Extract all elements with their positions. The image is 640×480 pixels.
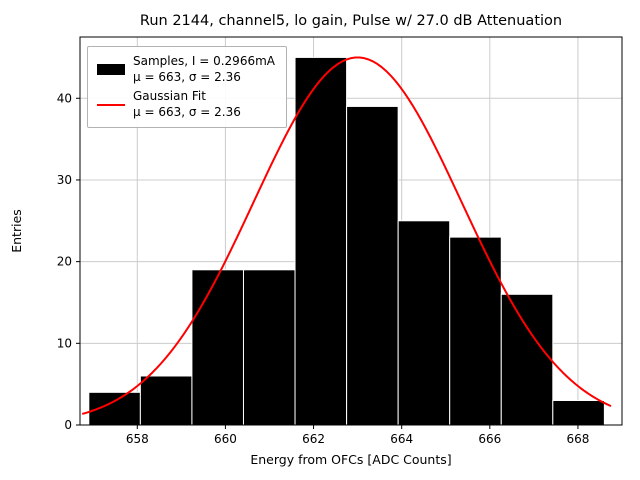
chart-title: Run 2144, channel5, lo gain, Pulse w/ 27… xyxy=(140,13,562,29)
x-tick-label: 662 xyxy=(302,432,325,446)
y-tick-label: 20 xyxy=(57,255,72,269)
samples-swatch-icon xyxy=(97,64,125,75)
histogram-bars xyxy=(88,56,605,426)
tick-marks-and-labels: 658 660 662 664 666 668 0 10 20 30 40 xyxy=(57,91,590,446)
legend-entry-gaussian: Gaussian Fit μ = 663, σ = 2.36 xyxy=(97,89,275,120)
y-tick-label: 30 xyxy=(57,173,72,187)
y-tick-label: 0 xyxy=(64,418,72,432)
legend-gaussian-label: Gaussian Fit xyxy=(133,89,206,103)
legend-samples-label: Samples, I = 0.2966mA xyxy=(133,54,275,68)
gaussian-line-icon xyxy=(97,103,125,106)
y-tick-label: 10 xyxy=(57,336,72,350)
y-axis-label: Entries xyxy=(9,209,24,253)
legend-box: Samples, I = 0.2966mA μ = 663, σ = 2.36 … xyxy=(87,46,287,128)
legend-gaussian-stats: μ = 663, σ = 2.36 xyxy=(133,104,241,119)
axes-spines xyxy=(79,36,623,426)
x-tick-label: 664 xyxy=(390,432,413,446)
x-tick-label: 666 xyxy=(478,432,501,446)
x-axis-label: Energy from OFCs [ADC Counts] xyxy=(250,452,451,467)
gaussian-fit-curve xyxy=(81,56,612,415)
legend-samples-stats: μ = 663, σ = 2.36 xyxy=(133,69,241,84)
x-tick-label: 658 xyxy=(126,432,149,446)
y-tick-label: 40 xyxy=(57,91,72,105)
x-tick-label: 660 xyxy=(214,432,237,446)
x-tick-label: 668 xyxy=(566,432,589,446)
legend-entry-samples: Samples, I = 0.2966mA μ = 663, σ = 2.36 xyxy=(97,54,275,85)
